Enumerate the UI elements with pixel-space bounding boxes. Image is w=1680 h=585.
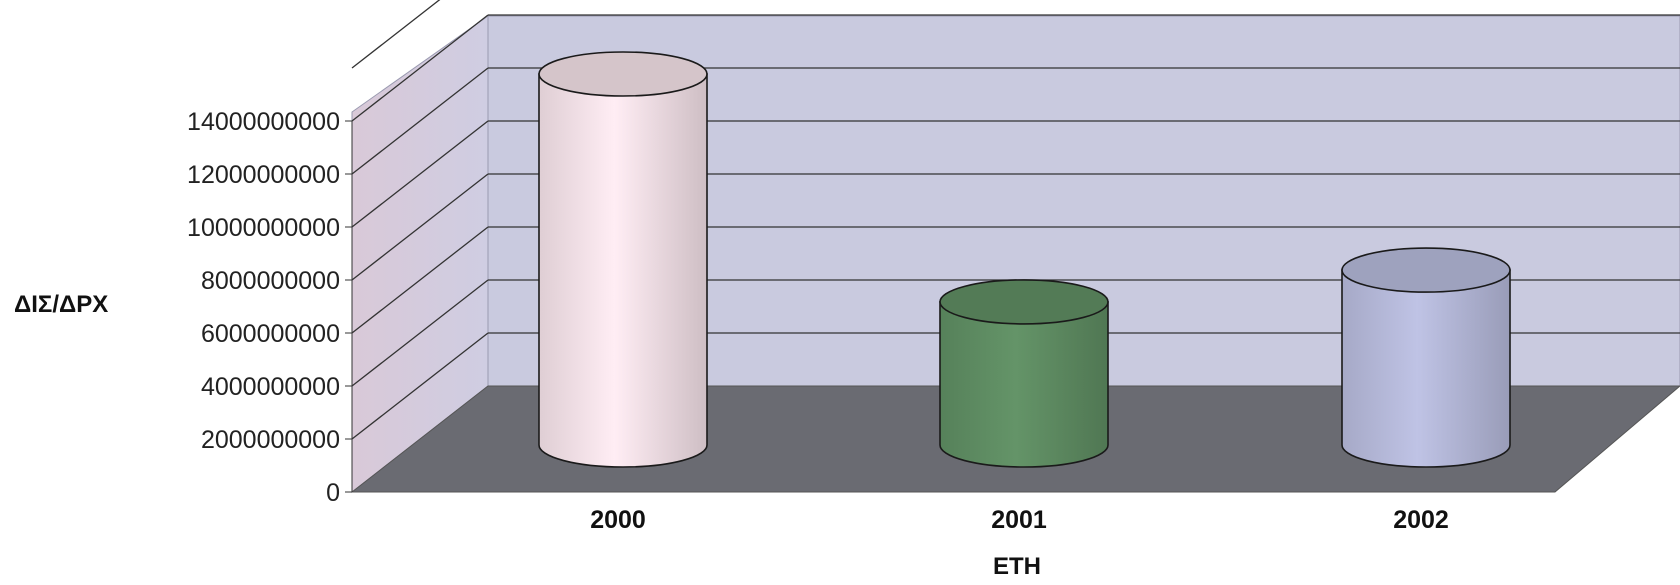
bar-2002 — [1341, 247, 1511, 468]
y-tick-label: 12000000000 — [187, 161, 340, 189]
bar-body — [939, 301, 1109, 468]
bar-body — [1341, 269, 1511, 468]
y-tick-label: 0 — [326, 479, 340, 507]
x-tick-label: 2002 — [1393, 506, 1449, 534]
bar-top — [1341, 247, 1511, 293]
gridline-side — [351, 279, 489, 387]
x-tick-labels: 2000 2001 2002 — [590, 506, 1449, 534]
x-tick-label: 2000 — [590, 506, 646, 534]
x-tick-label: 2001 — [991, 506, 1047, 534]
bar-top — [538, 51, 708, 97]
gridline-side — [351, 226, 489, 334]
gridline-side — [351, 14, 489, 122]
gridline-side — [351, 173, 489, 281]
bar-2000 — [538, 51, 708, 468]
y-tick-label: 2000000000 — [201, 426, 340, 454]
y-tick-label: 10000000000 — [187, 214, 340, 242]
bar-top — [939, 279, 1109, 325]
y-tick-label: 6000000000 — [201, 320, 340, 348]
x-axis-label: ΕΤΗ — [993, 553, 1041, 580]
y-tick-label: 4000000000 — [201, 373, 340, 401]
gridline-side — [351, 0, 441, 69]
gridline-side — [351, 67, 489, 175]
y-tick-label: 14000000000 — [187, 108, 340, 136]
bar-body — [538, 73, 708, 468]
gridline-side — [351, 332, 489, 440]
y-tick-labels: 0 2000000000 4000000000 6000000000 800000000… — [187, 108, 353, 507]
y-axis-label: ΔΙΣ/ΔΡΧ — [14, 291, 108, 318]
y-tick-label: 8000000000 — [201, 267, 340, 295]
bar-2001 — [939, 279, 1109, 468]
bars — [538, 51, 1511, 468]
gridline-side — [351, 120, 489, 228]
